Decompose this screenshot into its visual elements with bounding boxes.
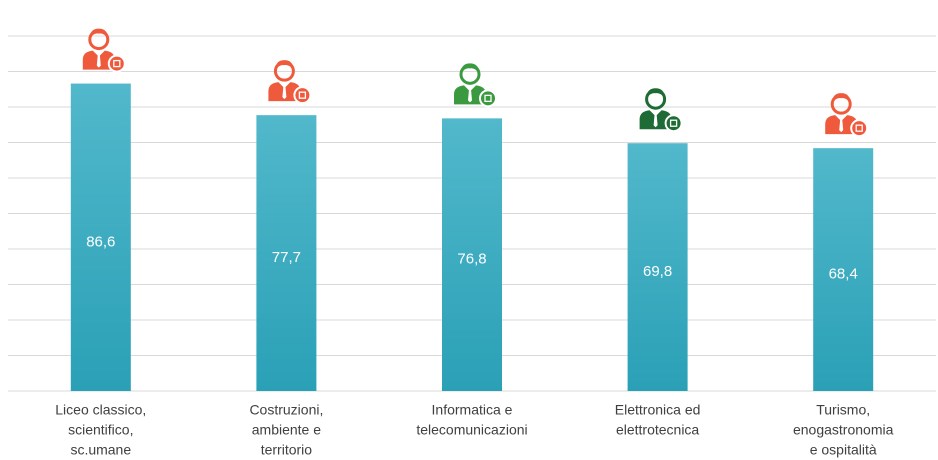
icon-hair: [832, 93, 851, 104]
icon-hair: [89, 28, 108, 39]
icon-tie: [839, 119, 844, 133]
person-icon: [639, 88, 683, 133]
person-icon: [268, 60, 312, 105]
icon-badge: [107, 54, 126, 73]
icon-hair: [461, 63, 479, 74]
person-icon: [454, 63, 497, 108]
value-label: 77,7: [272, 249, 301, 266]
icon-tie: [282, 86, 287, 100]
icon-badge-glyph: [484, 94, 492, 103]
icon-tie: [468, 89, 472, 103]
icon-badge: [479, 89, 497, 108]
icon-badge: [664, 114, 683, 133]
person-icon: [825, 93, 869, 138]
x-tick-label: Informatica e: [432, 402, 513, 418]
x-tick-label: Elettronica ed: [615, 402, 701, 418]
person-icon: [82, 28, 126, 73]
x-tick-label: scientifico,: [68, 422, 133, 438]
bar: [256, 115, 317, 391]
value-label: 69,8: [643, 263, 672, 280]
icon-hair: [646, 88, 665, 99]
icon-badge-glyph: [855, 124, 863, 132]
bar: [70, 83, 131, 391]
x-tick-label: sc.umane: [70, 442, 131, 458]
bar: [627, 143, 688, 391]
icon-hair: [275, 60, 294, 71]
x-tick-label: enogastronomia: [793, 422, 894, 438]
value-label: 76,8: [457, 251, 486, 268]
icon-tie: [96, 54, 101, 68]
icon-tie: [653, 114, 658, 128]
value-label: 86,6: [86, 233, 115, 250]
x-tick-label: territorio: [261, 442, 313, 458]
icon-badge-glyph: [298, 91, 307, 99]
icon-badge: [850, 119, 869, 138]
x-tick-label: Turismo,: [816, 402, 870, 418]
x-tick-label: elettrotecnica: [616, 422, 699, 438]
value-label: 68,4: [829, 266, 858, 283]
icon-badge: [293, 86, 312, 105]
x-tick-label: Costruzioni,: [249, 402, 323, 418]
x-tick-label: telecomunicazioni: [416, 422, 527, 438]
icon-badge-glyph: [113, 59, 121, 68]
x-tick-label: Liceo classico,: [55, 402, 146, 418]
x-tick-label: ambiente e: [252, 422, 321, 438]
icon-badge-glyph: [669, 119, 678, 127]
x-tick-label: e ospitalità: [810, 442, 877, 458]
bar: [442, 118, 502, 392]
bar: [813, 148, 874, 391]
